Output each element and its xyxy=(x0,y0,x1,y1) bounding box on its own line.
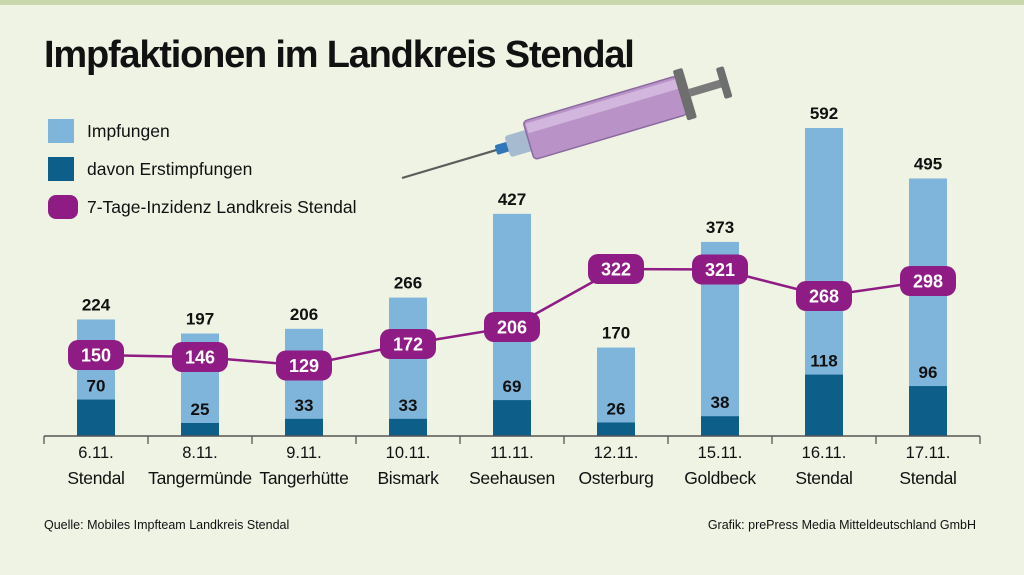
bar-value-impfungen: 206 xyxy=(290,305,318,324)
x-tick-label-place: Goldbeck xyxy=(684,468,756,488)
legend-label-erstimpfungen: davon Erstimpfungen xyxy=(87,158,253,179)
x-tick-label-date: 6.11. xyxy=(78,444,113,462)
incidence-value: 298 xyxy=(913,272,943,292)
incidence-value: 146 xyxy=(185,348,215,368)
incidence-value: 206 xyxy=(497,318,527,338)
syringe-nozzle xyxy=(505,130,533,157)
legend: Impfungen davon Erstimpfungen 7-Tage-Inz… xyxy=(48,112,356,226)
bar-value-erstimpfungen: 33 xyxy=(295,396,314,415)
bar-value-erstimpfungen: 70 xyxy=(87,377,106,396)
x-tick-label-date: 12.11. xyxy=(594,444,639,462)
incidence-marker xyxy=(68,340,124,370)
bar-value-erstimpfungen: 69 xyxy=(503,377,522,396)
x-tick-label-date: 8.11. xyxy=(182,444,217,462)
syringe-hub xyxy=(495,141,511,155)
bar-impfungen xyxy=(285,328,323,436)
legend-item-impfungen: Impfungen xyxy=(48,112,356,150)
bar-erstimpfungen xyxy=(909,386,947,436)
incidence-value: 172 xyxy=(393,335,423,355)
bar-impfungen xyxy=(389,297,427,436)
syringe-barrel-highlight xyxy=(525,79,679,134)
x-tick-label-place: Stendal xyxy=(899,468,956,488)
x-tick-label-place: Stendal xyxy=(795,468,852,488)
syringe-plunger-rod xyxy=(688,79,724,97)
x-tick-label-date: 15.11. xyxy=(698,444,743,462)
bar-value-impfungen: 170 xyxy=(602,324,630,343)
incidence-value: 321 xyxy=(705,260,735,280)
incidence-marker xyxy=(796,281,852,311)
incidence-value: 150 xyxy=(81,346,111,366)
bar-value-impfungen: 266 xyxy=(394,274,422,293)
x-tick-label-place: Osterburg xyxy=(578,468,653,488)
bar-erstimpfungen xyxy=(285,418,323,436)
bar-impfungen xyxy=(597,347,635,436)
incidence-value: 322 xyxy=(601,260,631,280)
bar-value-impfungen: 592 xyxy=(810,104,838,123)
x-tick-label-place: Seehausen xyxy=(469,468,555,488)
bar-value-erstimpfungen: 25 xyxy=(191,400,210,419)
x-tick-label-date: 11.11. xyxy=(490,444,533,462)
chart-title: Impfaktionen im Landkreis Stendal xyxy=(44,34,635,76)
x-tick-label-date: 16.11. xyxy=(802,444,847,462)
legend-label-inzidenz: 7-Tage-Inzidenz Landkreis Stendal xyxy=(87,196,357,217)
legend-item-erstimpfungen: davon Erstimpfungen xyxy=(48,150,356,188)
incidence-value: 129 xyxy=(289,356,319,376)
bar-erstimpfungen xyxy=(701,416,739,436)
bar-erstimpfungen xyxy=(805,374,843,436)
syringe-plunger-head xyxy=(716,66,733,99)
legend-swatch-impfungen xyxy=(48,119,74,143)
bar-value-erstimpfungen: 38 xyxy=(711,393,730,412)
syringe-illustration xyxy=(401,66,733,180)
bar-value-erstimpfungen: 33 xyxy=(399,396,418,415)
x-tick-label-place: Tangerhütte xyxy=(259,468,348,488)
x-tick-label-place: Tangermünde xyxy=(148,468,252,488)
bar-value-erstimpfungen: 26 xyxy=(607,399,626,418)
x-tick-label-place: Bismark xyxy=(377,468,439,488)
incidence-marker xyxy=(276,350,332,381)
incidence-marker xyxy=(900,266,956,296)
x-tick-label-date: 9.11. xyxy=(286,444,321,462)
incidence-marker xyxy=(588,254,644,284)
incidence-marker xyxy=(172,342,228,372)
x-tick-label-place: Stendal xyxy=(67,468,124,488)
bar-value-impfungen: 427 xyxy=(498,190,526,209)
bar-value-erstimpfungen: 96 xyxy=(919,363,938,382)
bar-erstimpfungen xyxy=(493,400,531,436)
incidence-line-layer: 150 146 129 172 206 322 321 268 298 xyxy=(68,254,956,381)
bar-erstimpfungen xyxy=(597,422,635,436)
bar-erstimpfungen xyxy=(77,399,115,436)
legend-swatch-inzidenz xyxy=(48,195,78,219)
syringe-flange xyxy=(673,68,697,121)
legend-swatch-erstimpfungen xyxy=(48,157,74,181)
bar-value-impfungen: 495 xyxy=(914,154,942,173)
bar-value-impfungen: 197 xyxy=(186,310,214,329)
syringe-needle xyxy=(401,148,499,180)
labels-layer: 224 70 6.11. Stendal 197 25 8.11. Tangermünde 20… xyxy=(67,104,957,488)
incidence-marker xyxy=(484,312,540,342)
bar-value-impfungen: 373 xyxy=(706,218,734,237)
incidence-marker xyxy=(380,329,436,359)
bar-erstimpfungen xyxy=(181,422,219,436)
bars-layer xyxy=(77,128,947,436)
credit-note: Grafik: prePress Media Mitteldeutschland… xyxy=(707,518,976,532)
x-tick-label-date: 17.11. xyxy=(906,444,951,462)
top-accent-bar xyxy=(0,0,1024,5)
bar-value-impfungen: 224 xyxy=(82,295,111,314)
source-note: Quelle: Mobiles Impfteam Landkreis Stend… xyxy=(44,518,290,532)
x-tick-label-date: 10.11. xyxy=(386,444,431,462)
bar-value-erstimpfungen: 118 xyxy=(810,352,837,371)
x-axis-ticks xyxy=(43,436,981,444)
incidence-value: 268 xyxy=(809,287,839,307)
incidence-marker xyxy=(692,254,748,285)
bar-erstimpfungen xyxy=(389,418,427,436)
legend-item-inzidenz: 7-Tage-Inzidenz Landkreis Stendal xyxy=(48,188,356,226)
legend-label-impfungen: Impfungen xyxy=(87,120,170,141)
